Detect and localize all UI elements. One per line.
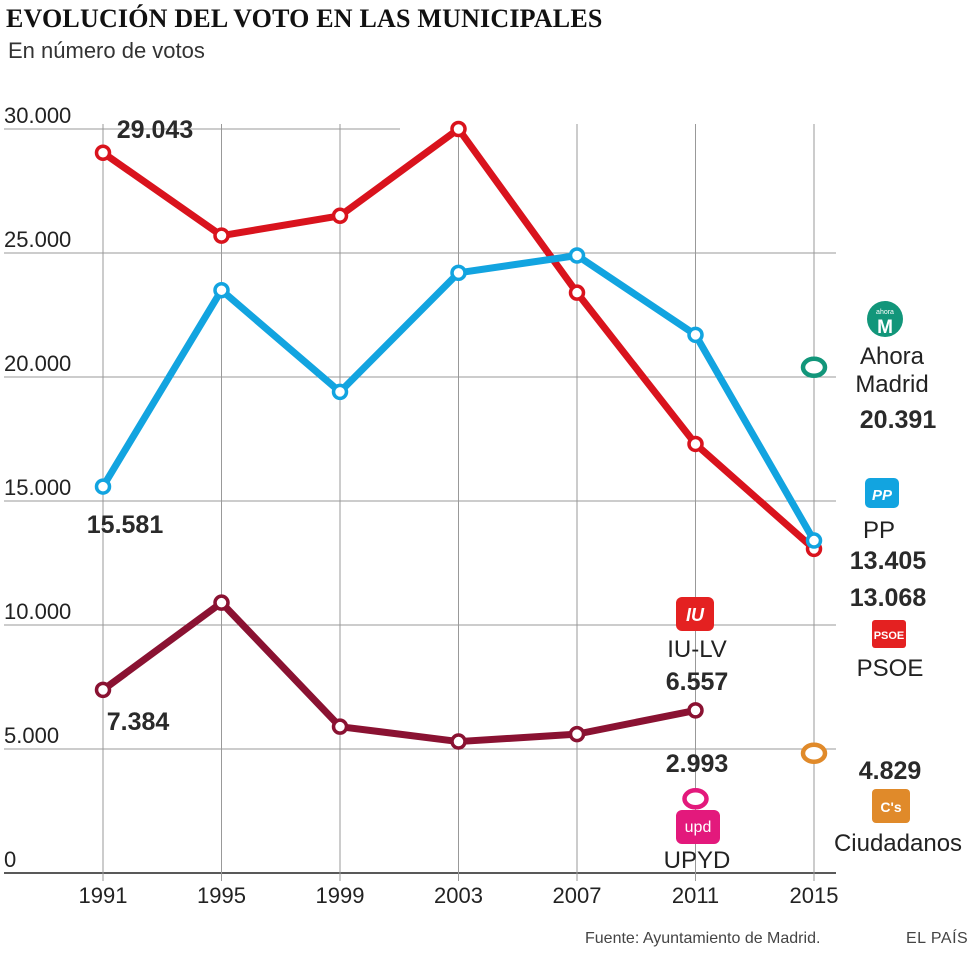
psoe-logo: PSOE [872, 620, 906, 648]
data-label-upyd_2011: 2.993 [666, 750, 729, 778]
data-label-psoe_1991: 29.043 [117, 116, 193, 144]
x-tick-label: 2011 [672, 883, 719, 908]
point-iu-lv [94, 681, 112, 699]
point-psoe [687, 435, 704, 453]
data-label-cs_2015: 4.829 [859, 757, 922, 785]
point-iu-lv [687, 702, 704, 719]
iu-logo-text: IU [686, 605, 705, 625]
x-tick-label: 2015 [790, 883, 839, 908]
x-axis-ticks: 1991 1995 1999 2003 2007 2011 2015 [79, 883, 839, 908]
x-tick-label: 1999 [316, 883, 365, 908]
data-label-iu_1991: 7.384 [107, 708, 170, 736]
ahora-madrid-logo: ahora M [867, 301, 903, 338]
label-iu: IU-LV [667, 636, 727, 663]
y-tick-label: 5.000 [4, 723, 59, 748]
point-iu-lv [213, 594, 230, 611]
point-pp [568, 247, 586, 264]
y-tick-label: 0 [4, 847, 16, 872]
psoe-logo-text: PSOE [874, 630, 905, 642]
upyd-logo-text: upd [685, 819, 712, 836]
point-psoe [450, 120, 467, 138]
data-label-pp_1991: 15.581 [87, 511, 164, 539]
data-label-pp_2015: 13.405 [850, 547, 927, 575]
data-label-ahora_2015: 20.391 [860, 406, 937, 434]
point-psoe [568, 284, 586, 301]
point-iu-lv [568, 725, 586, 743]
point-pp [213, 281, 230, 299]
y-tick-label: 20.000 [4, 351, 71, 376]
point-pp [687, 326, 704, 344]
ciudadanos-logo-text: C's [880, 799, 901, 815]
x-tick-label: 2003 [434, 883, 483, 908]
data-labels: 29.043 15.581 7.384 20.391 13.405 13.068 6.557… [87, 116, 937, 785]
chart-title: EVOLUCIÓN DEL VOTO EN LAS MUNICIPALES [6, 4, 603, 33]
y-tick-label: 15.000 [4, 475, 71, 500]
ahora-logo-small-text: ahora [876, 309, 894, 316]
upyd-logo: upd [676, 810, 720, 844]
point-upyd [682, 788, 709, 810]
point-psoe [331, 207, 349, 225]
y-tick-label: 30.000 [4, 103, 71, 128]
label-ahora-line2: Madrid [855, 371, 928, 398]
label-pp: PP [863, 517, 895, 544]
label-ahora-line1: Ahora [860, 343, 925, 370]
x-tick-label: 1991 [79, 883, 128, 908]
point-pp [805, 532, 823, 549]
label-psoe: PSOE [857, 655, 924, 682]
pp-logo: PP [865, 478, 899, 508]
brand: EL PAÍS [906, 930, 969, 947]
point-psoe [213, 227, 230, 244]
point-ahora-madrid [800, 356, 828, 379]
x-tick-label: 2007 [553, 883, 602, 908]
point-pp [331, 383, 349, 401]
ahora-logo-letter: M [877, 317, 893, 338]
point-pp [450, 264, 467, 282]
x-tick-label: 1995 [197, 883, 246, 908]
chart-subtitle: En número de votos [8, 38, 205, 63]
label-upyd: UPYD [664, 847, 731, 874]
point-psoe [94, 144, 112, 161]
point-pp [94, 478, 112, 495]
point-iu-lv [331, 718, 349, 735]
y-tick-label: 10.000 [4, 599, 71, 624]
pp-logo-text: PP [872, 487, 893, 504]
y-tick-label: 25.000 [4, 227, 71, 252]
grid [4, 124, 836, 881]
series-line-iu-lv [99, 599, 699, 746]
series-points [94, 120, 828, 810]
y-axis-ticks: 0 5.000 10.000 15.000 20.000 25.000 30.000 [4, 103, 71, 872]
data-label-psoe_2015: 13.068 [850, 584, 927, 612]
point-ciudadanos [800, 742, 828, 764]
label-ciudadanos: Ciudadanos [834, 830, 962, 857]
point-iu-lv [450, 733, 467, 750]
ciudadanos-logo: C's [872, 789, 910, 823]
source-note: Fuente: Ayuntamiento de Madrid. [585, 930, 821, 947]
data-label-iu_2011: 6.557 [666, 668, 729, 696]
iu-logo: IU [676, 597, 714, 631]
